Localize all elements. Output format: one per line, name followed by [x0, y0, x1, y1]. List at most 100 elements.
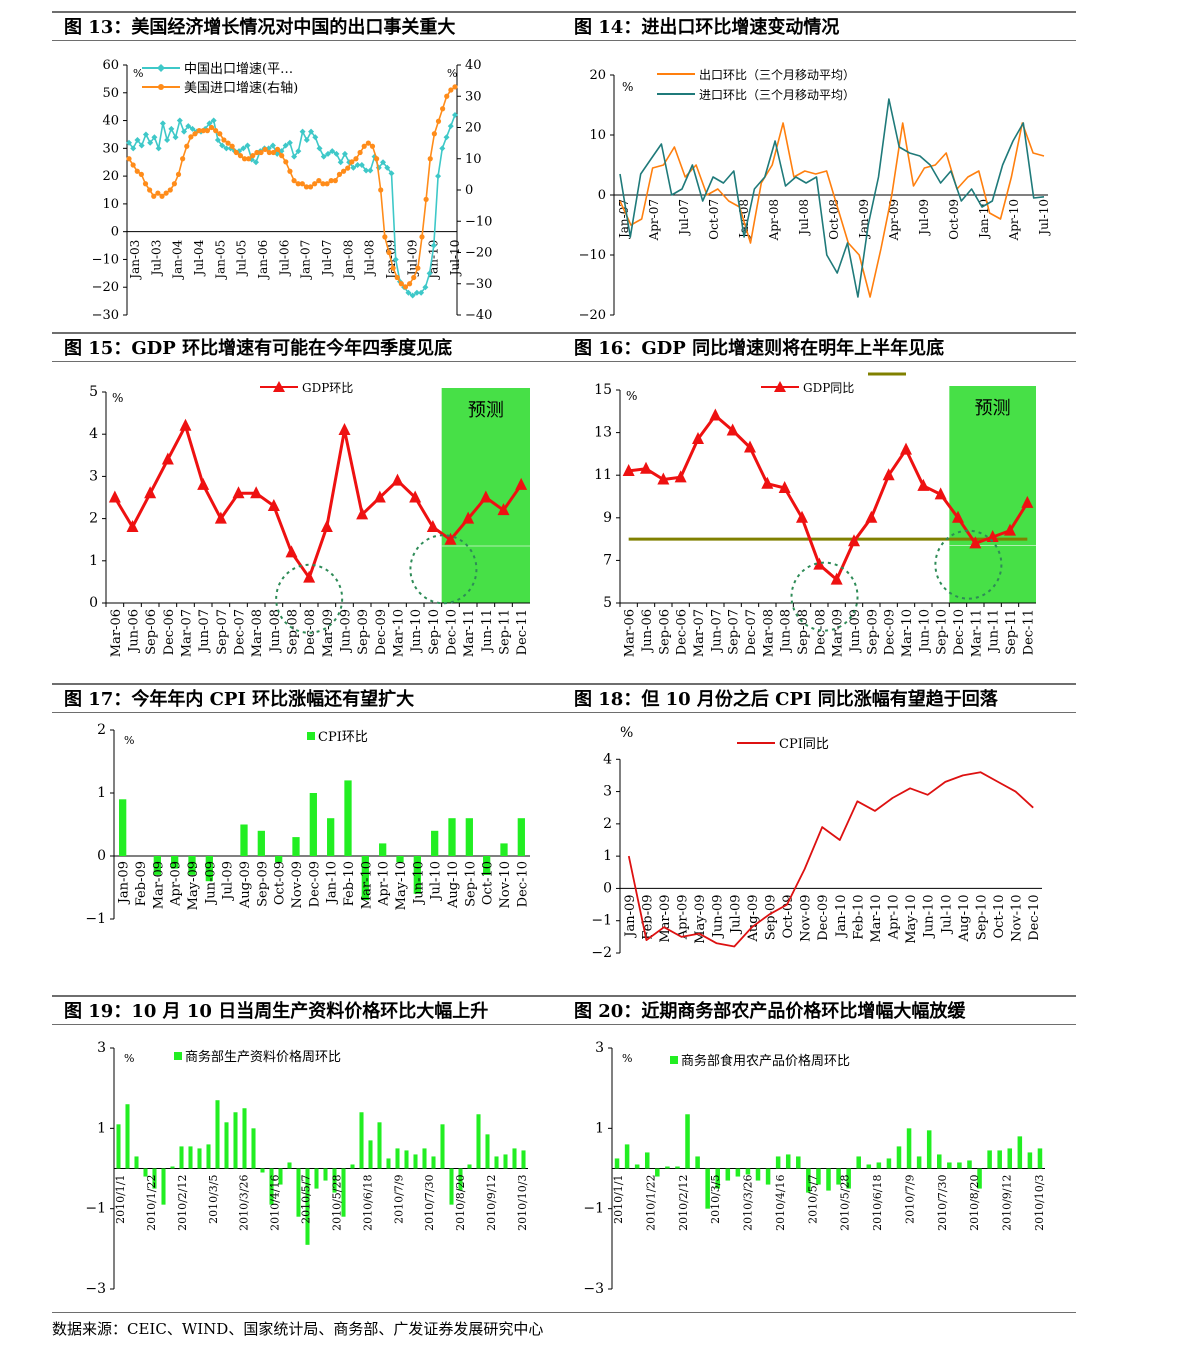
fig18-xtick-label: May-10 [904, 894, 919, 943]
fig13-series-0-point [303, 137, 310, 143]
fig13-series-0-point [164, 137, 171, 143]
fig13-series-0-point [214, 137, 221, 143]
fig16-ytick-label-left: 13 [594, 425, 612, 441]
fig14-ytick-label-left: −10 [579, 248, 606, 263]
fig13-title: 图 13：美国经济增长情况对中国的出口事关重大 [52, 11, 562, 41]
fig14-xtick-label: Apr-10 [1007, 199, 1021, 241]
fig19-bar [215, 1100, 220, 1169]
fig13-series-0-point [312, 134, 319, 141]
fig13-series-0-point [253, 159, 260, 166]
fig13-ytick-label-left: 0 [111, 225, 119, 240]
fig20-ytick-label-left: 1 [595, 1120, 604, 1136]
fig15-ytick-label-left: 4 [89, 426, 98, 442]
fig13-ytick-label-right: 30 [465, 89, 482, 104]
fig13-ytick-label-left: 60 [102, 58, 119, 73]
fig19-xtick-label: 2010/4/16 [269, 1175, 282, 1231]
fig16-series-point [657, 472, 670, 485]
fig15-series-point [479, 490, 492, 503]
fig13-ytick-label-right: −20 [465, 246, 492, 261]
fig15-xtick-label: Dec-09 [374, 609, 389, 655]
fig18-ytick-label-left: −2 [591, 945, 612, 961]
fig13-ytick-label-left: 20 [102, 169, 119, 184]
fig13-series-0-point [409, 292, 416, 299]
fig16-xtick-label: Dec-09 [883, 609, 898, 655]
fig20-xtick-label: 2010/9/12 [1001, 1175, 1014, 1231]
fig15-ytick-label-left: 1 [89, 553, 98, 569]
fig15-series-point [497, 503, 510, 516]
fig19-bar [242, 1108, 247, 1169]
fig16-series-point [726, 423, 739, 436]
fig14-ytick-label-left: −20 [579, 308, 606, 323]
fig16-legend-label: GDP同比 [803, 381, 854, 395]
fig20-bar [1037, 1148, 1043, 1169]
fig15-xtick-label: Mar-08 [250, 609, 265, 657]
fig19-bar [251, 1128, 256, 1169]
fig13-series-1-point [444, 93, 450, 99]
fig13-series-1-point [258, 149, 264, 156]
fig19-bar [431, 1156, 436, 1169]
fig20-title: 图 20：近期商务部农产品价格环比增幅大幅放缓 [562, 995, 1076, 1025]
fig13-series-0-point [380, 159, 387, 166]
fig13-series-1-point [369, 143, 376, 149]
fig13-series-1-point [411, 274, 417, 281]
fig16-ytick-label-left: 9 [603, 510, 612, 526]
fig17-legend-swatch [307, 732, 315, 740]
fig20-bar [967, 1160, 972, 1169]
fig19-legend-label: 商务部生产资料价格周环比 [185, 1049, 341, 1065]
fig20-xtick-label: 2010/7/30 [936, 1175, 949, 1231]
fig20-bar [896, 1146, 902, 1169]
fig20-bar [785, 1154, 791, 1169]
fig18-xtick-label: Nov-09 [799, 894, 814, 941]
fig13-series-1-point [180, 156, 186, 162]
fig13-series-0-point [151, 134, 158, 141]
fig18-unit: % [620, 725, 633, 741]
fig14-xtick-label: Jul-10 [1037, 199, 1051, 237]
fig19-bar [287, 1162, 292, 1169]
fig20-bar [765, 1168, 771, 1185]
fig19-xtick-label: 2010/6/18 [361, 1175, 374, 1231]
fig20-bar [715, 1168, 720, 1189]
fig20-unit: % [622, 1052, 632, 1065]
fig19-xtick-label: 2010/3/5 [207, 1175, 220, 1224]
fig15-unit: % [112, 391, 123, 405]
fig19-bar [449, 1168, 454, 1205]
fig15-xtick-label: Jun-10 [409, 609, 424, 654]
fig13-xtick-label: Jul-07 [320, 240, 334, 278]
fig13-series-1-point [398, 281, 404, 287]
fig13-ytick-label-left: −30 [92, 308, 119, 323]
fig20-bar [655, 1168, 660, 1177]
fig17-bar [327, 818, 335, 856]
fig20-legend-swatch [670, 1056, 678, 1064]
fig16-xtick-label: Mar-06 [623, 609, 638, 657]
panel-fig14: 图 14：进出口环比增速变动情况 −20 −10 0 10 20% Jan-07 Apr-0… [562, 11, 1076, 331]
fig15-series-point [426, 520, 439, 533]
fig19-bar [296, 1168, 301, 1217]
fig13-series-1-point [237, 153, 244, 159]
fig18-xtick-label: Oct-10 [992, 894, 1007, 938]
fig17-xtick-label: Aug-09 [238, 861, 253, 909]
fig15-series-point [320, 520, 333, 533]
fig17-bar [361, 856, 369, 901]
fig13-xtick-label: Jan-08 [341, 240, 355, 281]
fig13-series-1-point [200, 128, 206, 134]
fig16-xtick-label: Jun-08 [779, 609, 794, 654]
fig13-series-1-point [407, 281, 413, 287]
fig18-ytick-label-left: 3 [603, 784, 612, 800]
fig13-ytick-label-right: 20 [465, 121, 482, 136]
fig17-xtick-label: Oct-10 [481, 861, 496, 905]
fig13-xtick-label: Jul-08 [363, 240, 377, 278]
fig13-legend-marker [158, 84, 164, 90]
fig17-xtick-label: Mar-09 [151, 861, 166, 909]
fig16-xtick-label: Jun-11 [987, 609, 1002, 654]
fig13-series-0-point [244, 142, 251, 149]
fig19-bar [170, 1166, 175, 1169]
fig20-bar [1027, 1152, 1033, 1169]
fig13-series-1-point [340, 168, 347, 174]
fig13-series-1-point [345, 165, 351, 171]
fig17-bar [379, 843, 387, 856]
fig19-bar [422, 1148, 427, 1169]
fig19-bar [161, 1168, 166, 1205]
fig19-bar [359, 1112, 364, 1169]
fig13-series-1-point [126, 156, 132, 162]
